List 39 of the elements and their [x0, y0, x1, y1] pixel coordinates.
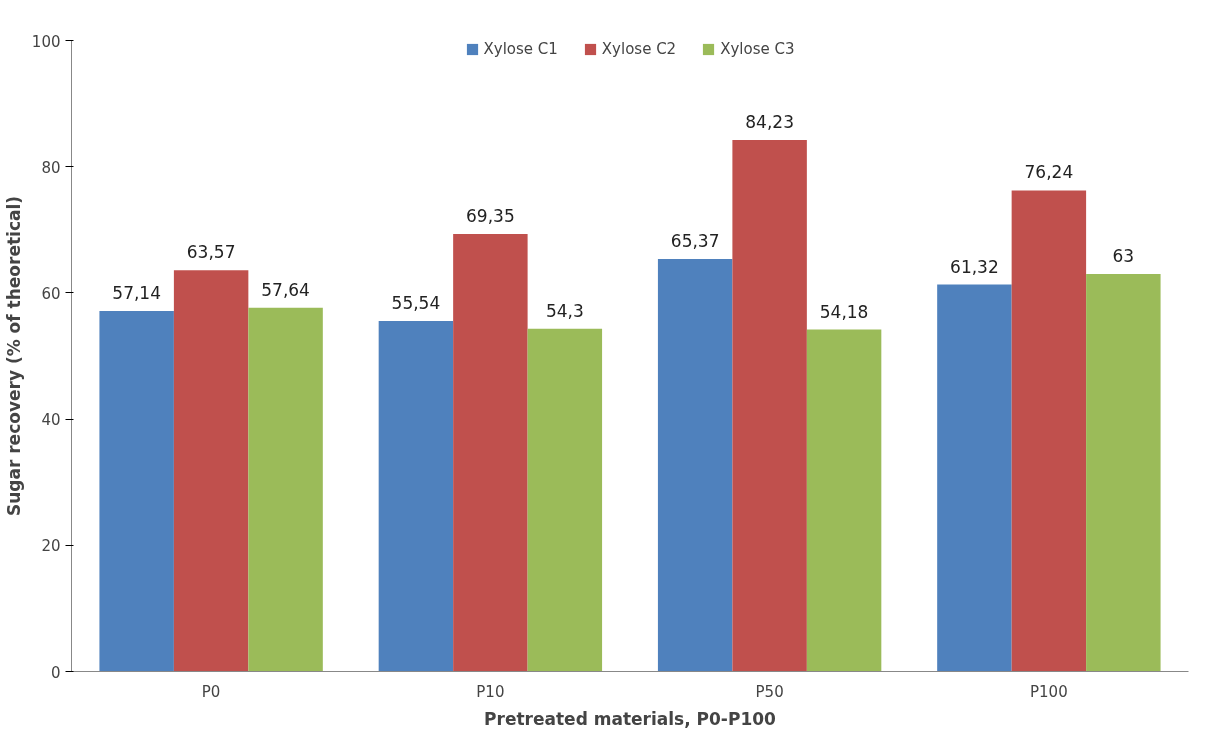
- bar: [937, 284, 1012, 672]
- legend-label: Xylose C3: [720, 40, 795, 58]
- bar: [378, 321, 454, 672]
- data-label: 84,23: [745, 112, 794, 133]
- data-label: 57,64: [261, 279, 310, 300]
- y-axis-title: Sugar recovery (% of theoretical): [3, 195, 24, 517]
- bar: [99, 310, 174, 672]
- data-label: 61,32: [950, 256, 999, 277]
- x-tick-label: P100: [1030, 682, 1068, 701]
- y-tick-label: 0: [50, 663, 61, 682]
- data-label: 57,14: [112, 282, 161, 303]
- data-label: 63,57: [186, 242, 236, 263]
- bar: [173, 270, 249, 672]
- bar: [527, 328, 603, 672]
- data-label: 65,37: [670, 231, 720, 252]
- x-tick-label: P10: [476, 682, 505, 701]
- bar: [1011, 190, 1087, 672]
- data-label: 55,54: [391, 293, 441, 314]
- y-tick-label: 40: [41, 411, 61, 430]
- bar: [453, 233, 528, 672]
- legend-label: Xylose C1: [483, 40, 558, 58]
- bar: [732, 140, 807, 672]
- data-label: 54,3: [545, 300, 584, 321]
- bar: [806, 329, 882, 672]
- x-tick-label: P0: [201, 682, 221, 701]
- x-tick-label: P50: [755, 682, 784, 701]
- y-tick-label: 20: [41, 537, 61, 556]
- data-label: 63: [1112, 245, 1135, 266]
- bar: [1086, 273, 1161, 672]
- data-label: 54,18: [819, 301, 869, 322]
- x-axis-title: Pretreated materials, P0-P100: [484, 708, 777, 729]
- bar: [248, 307, 323, 672]
- data-label: 76,24: [1024, 162, 1074, 183]
- legend-label: Xylose C2: [601, 40, 677, 58]
- y-tick-label: 80: [41, 158, 61, 177]
- y-tick-label: 100: [31, 32, 61, 51]
- bar: [657, 259, 733, 672]
- y-tick-label: 60: [41, 284, 61, 303]
- data-label: 69,35: [466, 205, 515, 226]
